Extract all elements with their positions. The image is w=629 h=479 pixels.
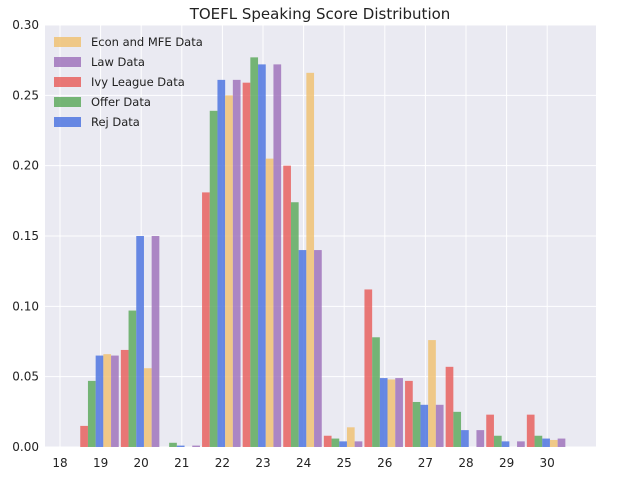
legend-label: Offer Data bbox=[91, 95, 151, 109]
bar-offer-data-23 bbox=[250, 57, 259, 447]
y-tick-label: 0.15 bbox=[12, 229, 39, 243]
bar-econ-and-mfe-data-22 bbox=[225, 95, 233, 447]
y-tick-label: 0.05 bbox=[12, 370, 39, 384]
x-axis: 18 19 20 21 22 23 24 25 26 27 28 29 30 bbox=[52, 456, 554, 470]
bar-law-data-21 bbox=[192, 445, 200, 447]
bar-ivy-league-data-20 bbox=[120, 349, 129, 447]
bar-ivy-league-data-28 bbox=[445, 366, 454, 447]
bar-econ-and-mfe-data-30 bbox=[549, 439, 558, 447]
x-tick-label: 20 bbox=[134, 456, 149, 470]
bar-offer-data-24 bbox=[290, 202, 299, 447]
bar-offer-data-28 bbox=[453, 411, 462, 447]
x-tick-label: 23 bbox=[255, 456, 270, 470]
y-tick-label: 0.20 bbox=[12, 159, 39, 173]
y-tick-label: 0.00 bbox=[12, 440, 39, 454]
bar-offer-data-19 bbox=[87, 380, 96, 447]
x-tick-label: 19 bbox=[93, 456, 108, 470]
bar-offer-data-27 bbox=[412, 401, 421, 447]
bar-ivy-league-data-26 bbox=[364, 289, 373, 447]
x-tick-label: 29 bbox=[499, 456, 514, 470]
bar-offer-data-26 bbox=[372, 337, 380, 447]
bar-law-data-30 bbox=[557, 438, 566, 447]
bar-rej-data-27 bbox=[420, 404, 429, 447]
bar-econ-and-mfe-data-25 bbox=[346, 427, 355, 447]
bar-rej-data-24 bbox=[298, 250, 307, 447]
bar-econ-and-mfe-data-19 bbox=[103, 354, 112, 447]
bar-law-data-23 bbox=[273, 64, 282, 448]
y-tick-label: 0.25 bbox=[12, 88, 39, 102]
bar-rej-data-25 bbox=[339, 441, 347, 447]
y-axis: 0.00 0.05 0.10 0.15 0.20 0.25 0.30 bbox=[12, 18, 39, 454]
bars bbox=[80, 57, 566, 448]
x-tick-label: 21 bbox=[174, 456, 189, 470]
x-tick-label: 27 bbox=[418, 456, 433, 470]
legend-label: Ivy League Data bbox=[91, 75, 185, 89]
bar-econ-and-mfe-data-24 bbox=[306, 72, 315, 448]
legend-swatch bbox=[54, 57, 81, 67]
x-tick-label: 28 bbox=[458, 456, 473, 470]
bar-ivy-league-data-24 bbox=[283, 165, 291, 447]
bar-rej-data-30 bbox=[542, 438, 550, 447]
x-tick-label: 22 bbox=[215, 456, 230, 470]
y-tick-label: 0.30 bbox=[12, 18, 39, 32]
bar-econ-and-mfe-data-26 bbox=[387, 379, 396, 447]
bar-law-data-26 bbox=[395, 378, 403, 447]
bar-econ-and-mfe-data-27 bbox=[428, 340, 436, 447]
bar-ivy-league-data-29 bbox=[486, 414, 494, 447]
legend-label: Law Data bbox=[91, 55, 145, 69]
legend-item: Offer Data bbox=[54, 95, 151, 109]
bar-ivy-league-data-30 bbox=[526, 414, 535, 447]
bar-offer-data-29 bbox=[493, 435, 502, 447]
bar-law-data-29 bbox=[517, 441, 525, 447]
legend-label: Rej Data bbox=[91, 115, 140, 129]
bar-offer-data-25 bbox=[331, 438, 340, 447]
bar-ivy-league-data-22 bbox=[202, 192, 210, 447]
bar-rej-data-21 bbox=[176, 445, 185, 447]
x-tick-label: 24 bbox=[296, 456, 311, 470]
x-tick-label: 18 bbox=[52, 456, 67, 470]
bar-rej-data-19 bbox=[95, 355, 104, 447]
bar-ivy-league-data-19 bbox=[80, 425, 88, 447]
legend: Econ and MFE Data Law Data Ivy League Data… bbox=[54, 35, 203, 129]
bar-law-data-20 bbox=[151, 236, 160, 447]
bar-offer-data-20 bbox=[128, 310, 137, 447]
bar-law-data-19 bbox=[111, 355, 119, 447]
x-tick-label: 30 bbox=[540, 456, 555, 470]
bar-rej-data-26 bbox=[379, 378, 388, 447]
bar-rej-data-29 bbox=[501, 441, 510, 447]
bar-ivy-league-data-25 bbox=[323, 435, 332, 447]
bar-rej-data-22 bbox=[217, 79, 226, 448]
bar-ivy-league-data-23 bbox=[242, 82, 251, 447]
bar-ivy-league-data-27 bbox=[405, 380, 413, 447]
bar-rej-data-23 bbox=[258, 64, 266, 448]
bar-offer-data-22 bbox=[209, 110, 218, 447]
bar-rej-data-20 bbox=[136, 236, 144, 447]
bar-offer-data-30 bbox=[534, 435, 543, 447]
bar-law-data-24 bbox=[314, 250, 322, 447]
legend-item: Rej Data bbox=[54, 115, 140, 129]
y-tick-label: 0.10 bbox=[12, 299, 39, 313]
legend-swatch bbox=[54, 117, 81, 127]
bar-econ-and-mfe-data-23 bbox=[265, 158, 274, 447]
bar-law-data-28 bbox=[476, 430, 485, 447]
legend-label: Econ and MFE Data bbox=[91, 35, 203, 49]
legend-swatch bbox=[54, 97, 81, 107]
legend-item: Ivy League Data bbox=[54, 75, 185, 89]
bar-offer-data-21 bbox=[169, 442, 177, 447]
legend-swatch bbox=[54, 77, 81, 87]
bar-law-data-25 bbox=[354, 441, 363, 447]
x-tick-label: 26 bbox=[377, 456, 392, 470]
bar-law-data-27 bbox=[435, 404, 444, 447]
chart-title: TOEFL Speaking Score Distribution bbox=[189, 5, 451, 23]
legend-item: Econ and MFE Data bbox=[54, 35, 203, 49]
bar-rej-data-28 bbox=[461, 430, 469, 447]
legend-item: Law Data bbox=[54, 55, 145, 69]
bar-econ-and-mfe-data-20 bbox=[143, 368, 152, 447]
x-tick-label: 25 bbox=[337, 456, 352, 470]
legend-swatch bbox=[54, 37, 81, 47]
bar-law-data-22 bbox=[232, 79, 241, 448]
